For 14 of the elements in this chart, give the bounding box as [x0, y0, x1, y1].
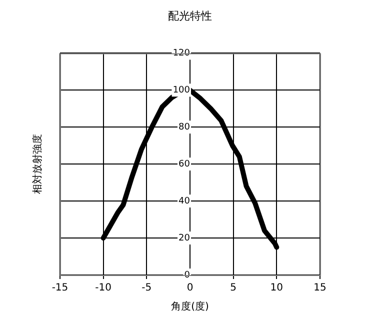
- y-axis-title: 相対放射強度: [32, 134, 44, 194]
- chart-title: 配光特性: [168, 9, 212, 22]
- x-tick-label: 15: [314, 282, 326, 294]
- y-tick-label: 60: [178, 159, 190, 170]
- y-tick-label: 40: [178, 196, 190, 206]
- y-tick-label: 20: [178, 233, 190, 244]
- x-tick-label: 10: [270, 282, 284, 294]
- x-tick-label: -15: [52, 282, 68, 294]
- x-tick-label: 5: [230, 282, 237, 294]
- y-tick-label: 100: [172, 86, 190, 96]
- x-tick-label: -10: [95, 282, 112, 294]
- x-axis-title: 角度(度): [171, 300, 209, 313]
- x-tick-label: -5: [142, 282, 152, 294]
- y-tick-label: 80: [178, 122, 190, 132]
